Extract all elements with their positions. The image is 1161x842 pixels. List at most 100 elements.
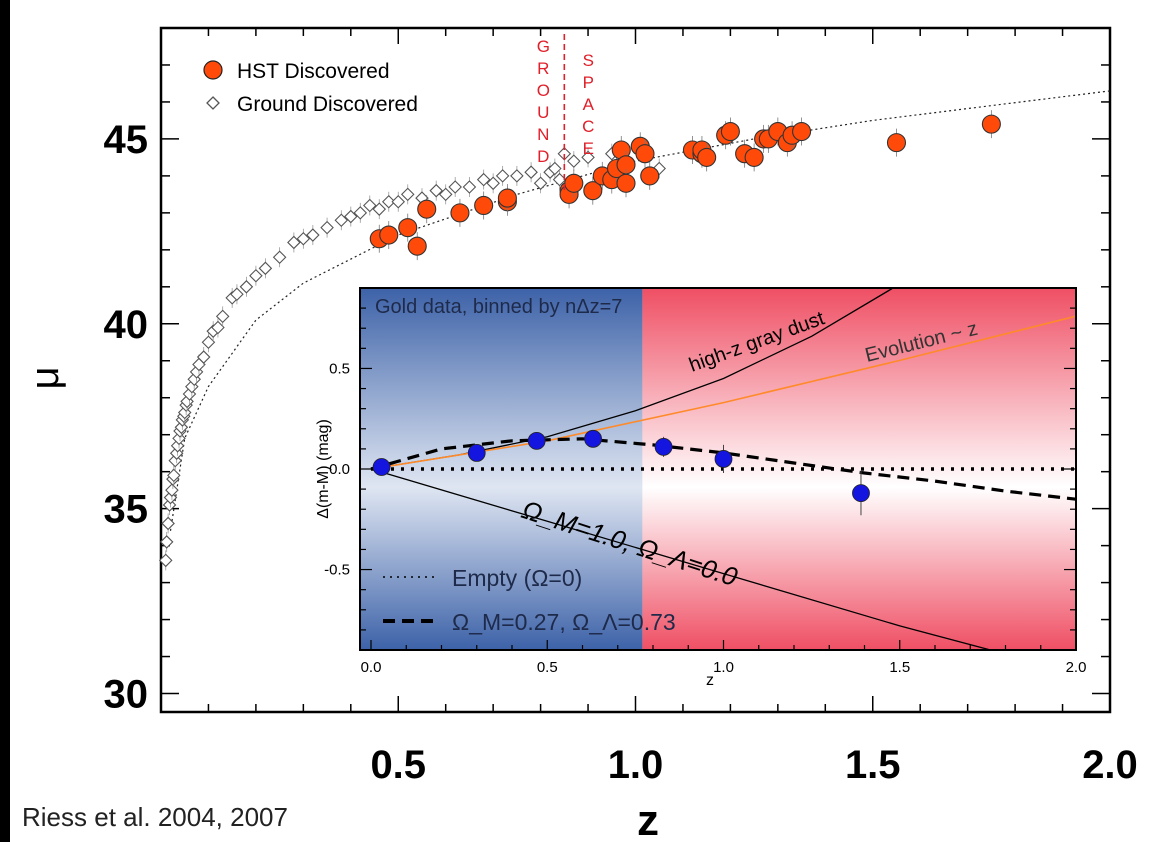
- main-x-tick-label: 0.5: [370, 743, 426, 787]
- ground-point: [249, 268, 263, 283]
- inset-title: Gold data, binned by nΔz=7: [375, 296, 622, 318]
- hst-point: [583, 181, 603, 201]
- ground-point: [510, 169, 524, 183]
- hubble-diagram: 0.5 1.0 1.5 2.0 30 35 40 45 z μ HST Discovered…: [23, 26, 1138, 842]
- ground-point: [400, 187, 415, 202]
- ground-point: [258, 261, 273, 276]
- ground-point: [486, 176, 500, 191]
- main-x-tick-labels: 0.5 1.0 1.5 2.0: [370, 743, 1137, 787]
- hst-point: [616, 173, 636, 193]
- gold-point: [527, 431, 546, 450]
- ground-letter: N: [537, 125, 549, 144]
- omega-m1-curve: [370, 468, 993, 650]
- inset-ticks: [360, 307, 1077, 650]
- ground-letter: U: [537, 103, 549, 122]
- legend-empty-label: Empty (Ω=0): [452, 565, 582, 591]
- ground-point: [239, 280, 254, 294]
- legend-hst-label: HST Discovered: [237, 60, 390, 83]
- hst-point: [635, 144, 655, 164]
- inset-plot: 0.0 0.5 1.0 1.5 2.0 -0.5 0.0 0.5 Gold data, bi…: [315, 287, 1087, 689]
- ground-letter: O: [537, 81, 550, 100]
- gold-point: [852, 484, 870, 503]
- ground-point: [182, 387, 197, 401]
- main-y-tick-labels: 30 35 40 45: [104, 118, 149, 717]
- inset-x-tick-label: 2.0: [1066, 659, 1087, 676]
- ground-point: [524, 165, 538, 179]
- gold-point: [714, 450, 733, 468]
- evolution-curve: [370, 315, 1076, 470]
- ground-point: [272, 250, 287, 265]
- figure-panel: 0.5 1.0 1.5 2.0 30 35 40 45 z μ HST Discovered…: [10, 0, 1161, 842]
- main-y-tick-label: 35: [104, 488, 149, 532]
- ground-point: [215, 309, 230, 324]
- inset-y-tick-label: 0.5: [329, 360, 350, 377]
- legend-ground-label: Ground Discovered: [237, 93, 418, 116]
- ground-point: [334, 213, 349, 228]
- ground-point: [429, 183, 443, 198]
- space-letter: S: [583, 51, 594, 70]
- ground-point: [548, 161, 562, 176]
- inset-y-axis-label: Δ(m-M) (mag): [315, 419, 332, 519]
- hst-point: [744, 147, 764, 167]
- gold-point: [372, 458, 391, 476]
- hst-points: [369, 110, 1001, 261]
- lcdm-curve: [370, 437, 1076, 501]
- main-x-tick-label: 2.0: [1082, 743, 1138, 787]
- main-y-axis-label: μ: [23, 366, 67, 389]
- inset-x-tick-label: 1.5: [889, 659, 910, 676]
- ground-letter: G: [537, 37, 550, 56]
- inset-x-axis-label: z: [706, 672, 714, 689]
- inset-y-tick-labels: -0.5 0.0 0.5: [324, 360, 350, 578]
- ground-point: [201, 335, 216, 350]
- ground-point: [438, 187, 453, 202]
- ground-point: [287, 235, 301, 250]
- ground-point: [495, 169, 510, 183]
- ground-point: [372, 202, 387, 216]
- ground-point: [159, 535, 174, 549]
- legend-lcdm-label: Ω_M=0.27, Ω_Λ=0.73: [452, 609, 676, 635]
- ground-point: [165, 483, 179, 497]
- ground-point: [161, 516, 175, 531]
- hst-point: [474, 195, 494, 216]
- main-x-tick-label: 1.5: [845, 743, 901, 787]
- main-y-tick-label: 30: [104, 673, 149, 717]
- ground-letter: D: [537, 147, 549, 166]
- ground-points: [158, 143, 667, 571]
- hst-point: [564, 173, 584, 193]
- hst-point: [981, 114, 1001, 134]
- ground-letter: R: [537, 59, 549, 78]
- gold-point: [467, 444, 486, 462]
- ground-point: [306, 228, 320, 242]
- ground-point: [581, 150, 595, 165]
- ground-point: [344, 209, 358, 224]
- ground-point: [391, 194, 406, 209]
- credit-text: Riess et al. 2004, 2007: [22, 802, 288, 832]
- legend: HST Discovered Ground Discovered: [203, 60, 418, 116]
- ground-point: [230, 287, 244, 301]
- ground-point: [158, 553, 173, 568]
- ground-point: [167, 468, 181, 483]
- ground-point: [476, 172, 491, 187]
- ground-point: [187, 372, 201, 387]
- legend-hst-marker: [203, 60, 223, 80]
- gold-point: [654, 437, 673, 456]
- hst-point: [640, 166, 660, 186]
- inset-x-tick-label: 0.0: [361, 659, 382, 676]
- ground-point: [363, 198, 377, 213]
- space-letter: A: [583, 95, 595, 114]
- space-region: [642, 288, 1076, 650]
- ground-point: [211, 320, 225, 335]
- main-x-axis-label: z: [637, 796, 659, 842]
- hst-point: [450, 203, 470, 223]
- legend-ground-marker: [206, 96, 220, 110]
- hst-point: [398, 218, 418, 238]
- inset-y-tick-label: -0.5: [324, 562, 350, 579]
- ground-point: [533, 176, 548, 191]
- main-y-tick-label: 45: [104, 118, 149, 162]
- space-letter: C: [582, 117, 594, 136]
- ground-point: [567, 154, 581, 168]
- hst-point: [417, 199, 437, 219]
- ground-point: [162, 498, 177, 512]
